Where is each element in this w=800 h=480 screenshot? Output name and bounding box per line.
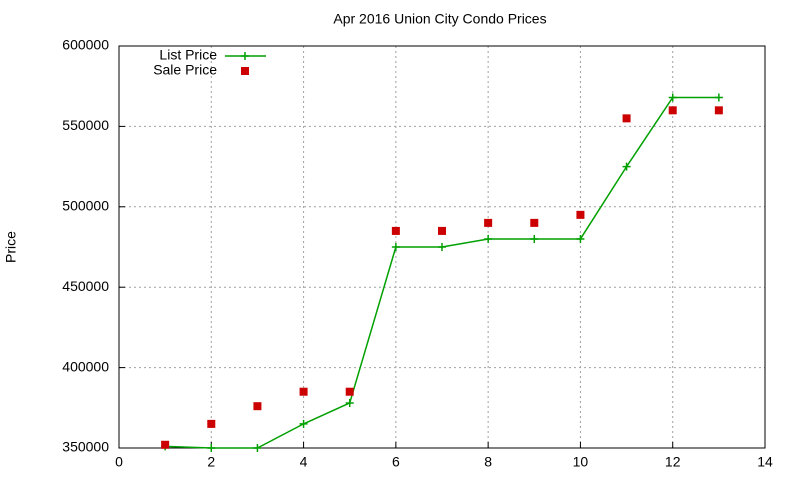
x-tick-label: 12 [665,454,681,470]
data-point [484,234,493,243]
data-point [714,93,723,102]
data-point [576,210,585,219]
series-line [165,96,719,449]
y-tick-label: 500000 [62,198,109,214]
y-tick-label: 450000 [62,278,109,294]
plot-frame [118,45,766,449]
x-tick-label: 4 [300,454,308,470]
data-point [622,114,631,123]
data-point [530,218,539,227]
legend-label: List Price [159,47,217,63]
data-point [714,106,723,115]
data-point [299,419,308,428]
data-point [438,243,446,251]
x-tick-label: 14 [757,454,773,470]
data-point [345,387,354,396]
legend-marker [241,67,249,75]
data-point [622,162,631,171]
data-point [299,387,308,396]
x-tick-label: 6 [392,454,400,470]
legend-marker [241,52,249,60]
data-point [161,440,170,449]
data-point [391,243,400,251]
y-axis-label: Price [3,231,19,263]
y-tick-label: 600000 [62,37,109,53]
data-point [668,93,677,102]
data-point [391,226,400,235]
data-point [207,444,216,452]
data-point [576,234,585,243]
data-point [345,398,354,407]
data-point [530,234,539,243]
y-tick-label: 350000 [62,439,109,455]
data-point [668,106,677,115]
y-tick-label: 550000 [62,117,109,133]
x-tick-label: 0 [115,454,123,470]
x-tick-label: 2 [207,454,215,470]
chart-title: Apr 2016 Union City Condo Prices [333,11,546,27]
legend-label: Sale Price [153,62,217,78]
x-tick-label: 10 [573,454,589,470]
data-point [207,419,216,428]
x-tick-label: 8 [484,454,492,470]
data-point [484,218,493,227]
data-point [253,444,262,452]
data-point [253,402,262,411]
data-point [438,226,446,235]
y-tick-label: 400000 [62,358,109,374]
